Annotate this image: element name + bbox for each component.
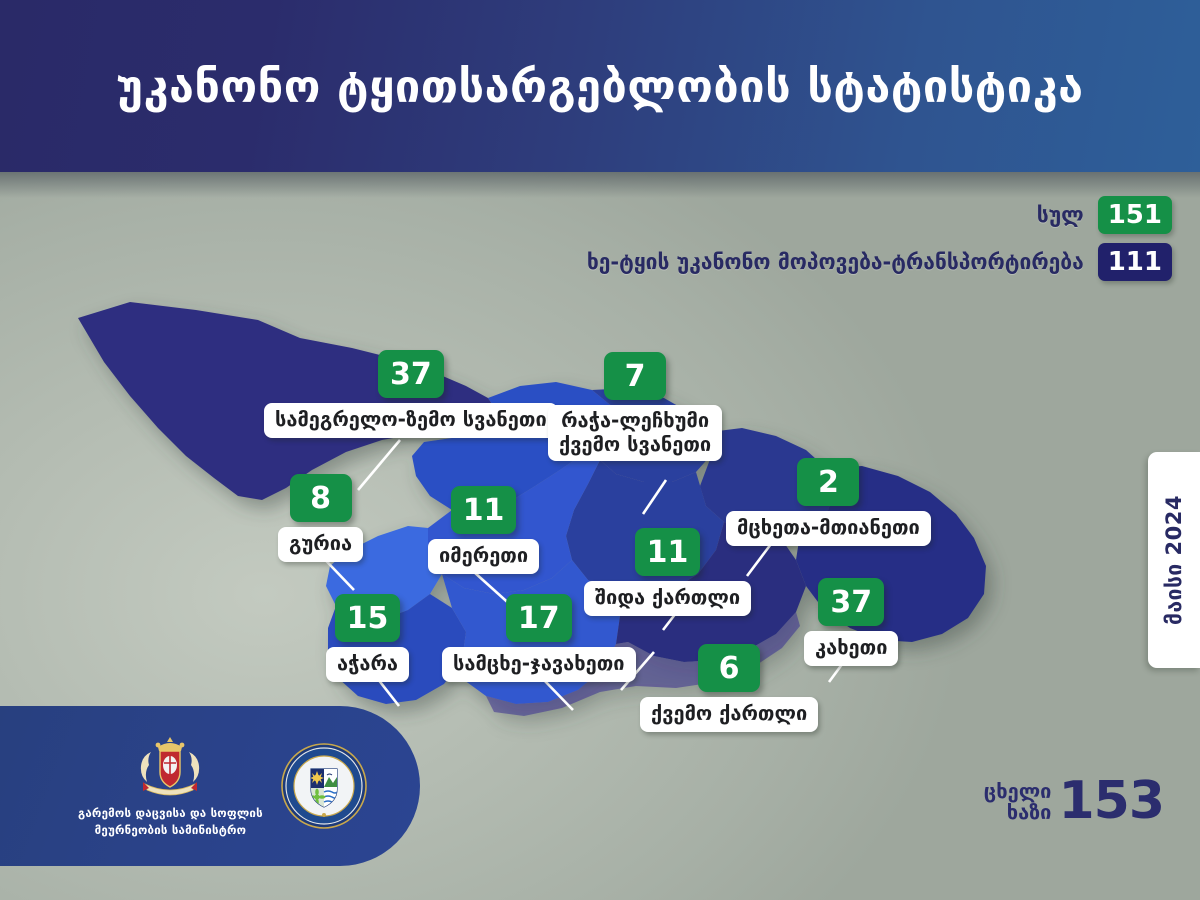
region-marker-mtskheta-mtianeti[interactable]: 2 მცხეთა-მთიანეთი — [726, 458, 931, 546]
region-marker-adjara[interactable]: 15 აჭარა — [326, 594, 410, 682]
region-count: 2 — [797, 458, 860, 506]
page-header: უკანონო ტყითსარგებლობის სტატისტიკა — [0, 0, 1200, 198]
summary-stats: სულ 151 ხე-ტყის უკანონო მოპოვება-ტრანსპო… — [587, 196, 1172, 290]
region-count: 7 — [604, 352, 667, 400]
georgia-coat-of-arms-icon — [133, 734, 207, 798]
stat-total-row: სულ 151 — [587, 196, 1172, 234]
region-marker-racha-lechkhumi[interactable]: 7 რაჭა-ლეჩხუმი ქვემო სვანეთი — [548, 352, 723, 462]
region-marker-shida-kartli[interactable]: 11 შიდა ქართლი — [584, 528, 752, 616]
hotline: ცხელი ხაზი 153 — [983, 771, 1165, 831]
stat-timber-badge: 111 — [1097, 243, 1172, 281]
ministry-name: გარემოს დაცვისა და სოფლის მეურნეობის სამ… — [78, 805, 263, 837]
region-label: იმერეთი — [428, 539, 540, 574]
region-count: 37 — [377, 350, 444, 398]
region-count: 6 — [698, 644, 761, 692]
region-label: სამეგრელო-ზემო სვანეთი — [264, 403, 558, 438]
region-label: რაჭა-ლეჩხუმი ქვემო სვანეთი — [548, 405, 723, 462]
date-tab: მაისი 2024 — [1148, 452, 1200, 668]
region-shape-abkhazia — [78, 302, 500, 500]
stat-total-label: სულ — [1036, 203, 1084, 227]
region-marker-imereti[interactable]: 11 იმერეთი — [428, 486, 540, 574]
stat-total-badge: 151 — [1097, 196, 1172, 234]
ministry-block: გარემოს დაცვისა და სოფლის მეურნეობის სამ… — [78, 734, 263, 838]
region-marker-kvemo-kartli[interactable]: 6 ქვემო ქართლი — [640, 644, 819, 732]
region-label: შიდა ქართლი — [584, 581, 752, 616]
date-tab-label: მაისი 2024 — [1162, 495, 1186, 625]
region-label: ქვემო ქართლი — [640, 697, 819, 732]
region-count: 11 — [634, 528, 701, 576]
environmental-supervision-seal-icon — [281, 743, 367, 829]
region-label: კახეთი — [804, 631, 899, 666]
region-count: 8 — [289, 474, 352, 522]
region-marker-guria[interactable]: 8 გურია — [278, 474, 364, 562]
region-count: 17 — [505, 594, 572, 642]
region-shape-mtskheta-mtianeti — [700, 428, 836, 534]
region-label: გურია — [278, 527, 364, 562]
region-marker-samtskhe-javakheti[interactable]: 17 სამცხე-ჯავახეთი — [442, 594, 636, 682]
hotline-number: 153 — [1058, 771, 1165, 831]
footer-panel: გარემოს დაცვისა და სოფლის მეურნეობის სამ… — [0, 706, 420, 866]
leader-line-samtskhe — [540, 677, 576, 712]
region-label: მცხეთა-მთიანეთი — [726, 511, 931, 546]
leader-line-kvemo-kartli — [618, 651, 658, 692]
stat-timber-label: ხე-ტყის უკანონო მოპოვება-ტრანსპორტირება — [586, 250, 1084, 274]
region-label: სამცხე-ჯავახეთი — [442, 647, 636, 682]
leader-line-racha — [640, 479, 670, 516]
region-count: 37 — [818, 578, 885, 626]
page-title: უკანონო ტყითსარგებლობის სტატისტიკა — [116, 59, 1084, 113]
region-marker-samegrelo-zemo-svaneti[interactable]: 37 სამეგრელო-ზემო სვანეთი — [264, 350, 558, 438]
stat-timber-row: ხე-ტყის უკანონო მოპოვება-ტრანსპორტირება … — [587, 243, 1172, 281]
region-count: 11 — [450, 486, 517, 534]
leader-line-mtskheta — [744, 539, 778, 578]
region-label: აჭარა — [326, 647, 410, 682]
region-count: 15 — [334, 594, 401, 642]
leader-line-samegrelo — [356, 439, 402, 492]
hotline-label: ცხელი ხაზი — [983, 778, 1052, 824]
region-marker-kakheti[interactable]: 37 კახეთი — [804, 578, 899, 666]
